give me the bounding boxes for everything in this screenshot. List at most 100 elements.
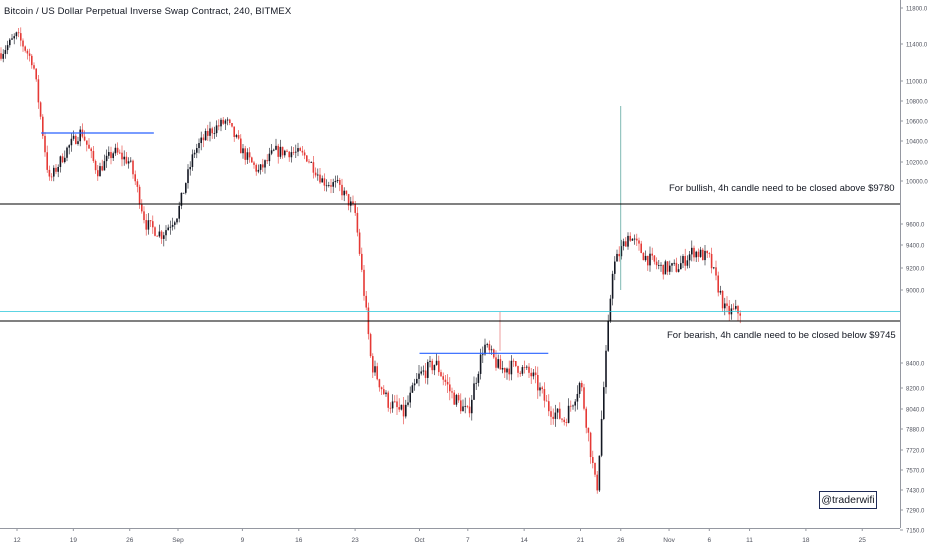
time-tick-label: 11 [746,537,753,544]
candle-body [649,253,651,266]
candle-body [196,148,198,153]
candle-body [453,392,455,405]
candle-body [684,256,686,266]
candlestick-series [0,27,741,494]
candle-body [70,138,73,146]
price-tick-label: 9000.0 [906,289,925,295]
candle-body [154,227,156,236]
candle-body [594,462,596,475]
candle-body [570,405,572,407]
candle-body [312,162,315,173]
candle-body [0,53,2,59]
candle-body [671,263,673,266]
candle-body [629,235,631,241]
candle-body [306,155,308,162]
candle-body [284,150,286,156]
candle-body [675,262,678,272]
candle-body [583,387,585,409]
candle-body [180,192,183,206]
candle-body [171,224,174,227]
candle-body [449,384,451,392]
candle-body [372,356,374,373]
candle-body [50,176,53,178]
candle-body [409,392,411,403]
candle-body [724,303,726,309]
candle-body [581,382,583,388]
time-tick-label: 19 [70,537,78,544]
candle-body [152,221,154,228]
candle-body [435,360,438,365]
candle-body [398,407,400,410]
candle-body [268,153,271,162]
candle-body [211,128,213,134]
price-tick-label: 10400.0 [906,140,928,146]
time-tick-label: Oct [414,537,424,544]
candle-body [532,372,535,377]
candle-body [616,253,618,262]
time-tick-label: 16 [295,537,303,544]
candle-body [231,122,233,127]
candle-body [517,366,519,373]
price-axis[interactable]: 11800.0 11400.0 11000.0 10800.0 10600.0 10400… [900,0,932,550]
candle-body [253,162,255,165]
candle-body [387,392,389,408]
candle-body [446,381,449,385]
candle-body [704,250,706,261]
candle-body [501,368,504,370]
candle-body [112,153,114,159]
candle-body [15,32,18,37]
candle-body [174,222,176,225]
candle-body [433,364,436,371]
candle-body [693,247,695,258]
candle-body [4,50,7,54]
candle-body [438,360,440,373]
candle-body [17,32,20,34]
candle-body [664,261,667,275]
candle-body [101,166,103,171]
candle-body [391,401,394,409]
candle-body [486,344,488,345]
candle-body [204,131,207,141]
candle-body [383,389,385,395]
candle-body [358,232,361,254]
candle-body [706,250,708,254]
annotation-bullish: For bullish, 4h candle need to be closed… [669,183,895,194]
candle-body [464,405,466,407]
annotations: For bullish, 4h candle need to be closed… [667,183,896,341]
candle-body [686,260,689,266]
candle-body [310,162,312,163]
time-tick-label: 18 [802,537,810,544]
candle-body [457,394,460,401]
candle-body [61,156,64,163]
candle-body [429,360,431,362]
candle-body [57,166,59,172]
candle-body [574,401,576,406]
candle-body [319,174,321,183]
candle-body [708,253,711,254]
annotation-bearish: For bearish, 4h candle need to be closed… [667,330,896,341]
candle-body [94,160,97,171]
candle-body [521,367,524,374]
time-axis[interactable]: 12 19 26 Sep 9 16 23 Oct 7 14 21 26 Nov 6 11 18 25 [0,528,900,544]
candle-body [46,152,48,170]
candle-body [22,40,24,47]
candle-body [440,372,442,377]
candle-body [603,387,605,419]
candle-body [202,137,205,141]
candle-body [97,170,99,177]
candle-body [499,359,502,370]
price-tick-label: 7880.0 [906,428,925,434]
candle-body [644,255,647,261]
candle-body [226,119,229,121]
candle-body [246,152,249,160]
candle-body [653,255,656,262]
candle-body [587,427,590,433]
candle-body [495,357,497,368]
candle-body [149,220,152,222]
candle-body [136,181,139,187]
horizontal-levels: 9779.58746.08824.057:05 [0,199,932,327]
candle-body [273,149,275,151]
price-tick-label: 11000.0 [906,80,928,86]
